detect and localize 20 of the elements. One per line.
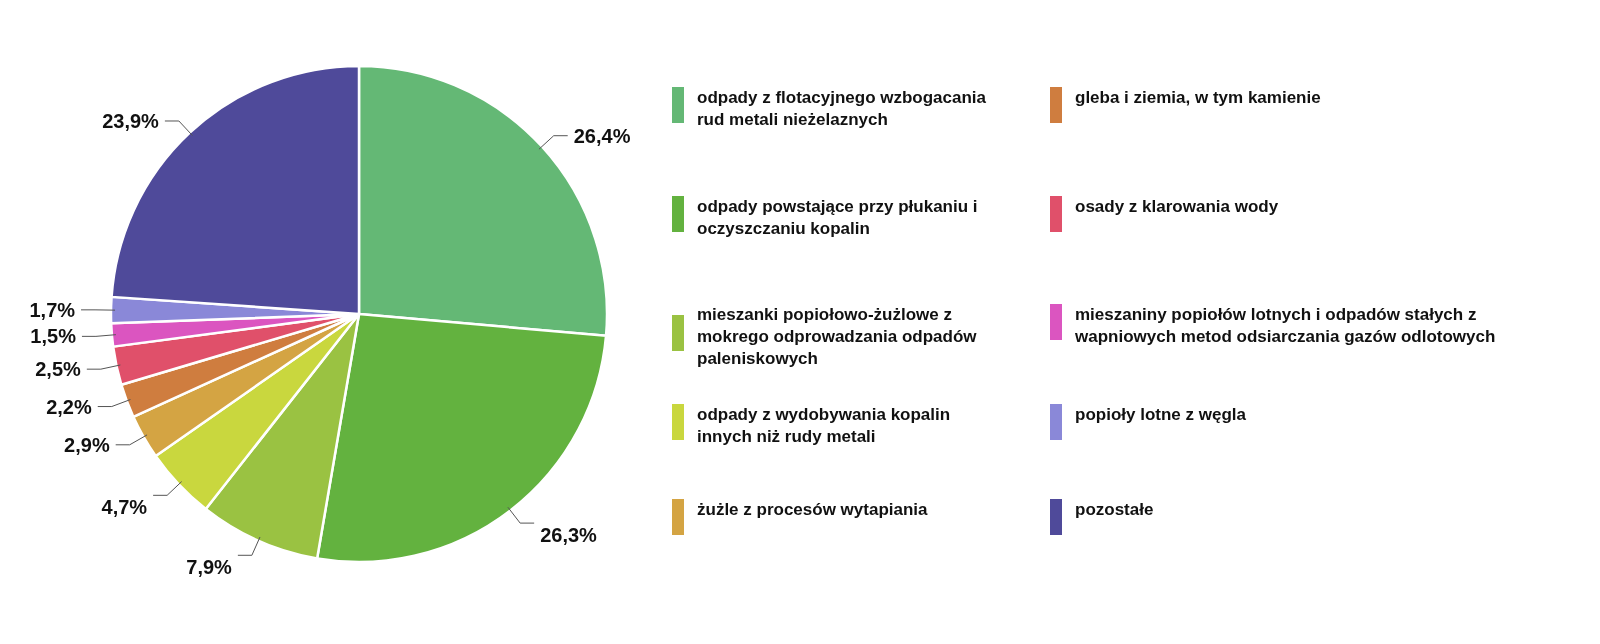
data-label: 2,9% [64,433,110,456]
legend-label: mieszanki popiołowo-żużlowe z mokrego odprowadzania odpadów paleniskowych [697,305,978,368]
legend-label: pozostałe [1075,500,1154,519]
data-label: 1,7% [29,298,76,321]
legend-label: żużle z procesów wytapiania [697,500,929,519]
legend-label: osady z klarowania wody [1075,197,1279,216]
legend-label: odpady z wydobywania kopalin innych niż rudy metali [697,405,951,446]
data-label: 1,5% [30,325,77,348]
legend-label: odpady z flotacyjnego wzbogacania rud metali nieżelaznych [697,88,987,129]
data-label: 23,9% [102,109,160,132]
legend-label: mieszaniny popiołów lotnych i odpadów stałych z wapniowych metod odsiarczania gazów odlotowych [1074,305,1496,346]
data-label: 2,2% [46,395,92,418]
legend-label: odpady powstające przy płukaniu i oczyszczaniu kopalin [697,197,978,238]
data-label: 7,9% [186,556,233,579]
data-label: 4,7% [101,496,148,519]
data-label: 26,4% [573,124,631,147]
legend-label: gleba i ziemia, w tym kamienie [1075,88,1321,107]
legend-label: popioły lotne z węgla [1075,405,1247,424]
data-label: 26,3% [540,524,598,547]
data-label: 2,5% [35,358,82,381]
